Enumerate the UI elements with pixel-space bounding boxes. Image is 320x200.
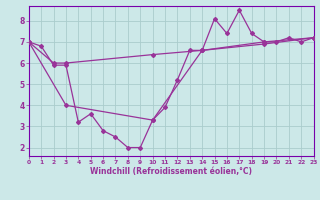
X-axis label: Windchill (Refroidissement éolien,°C): Windchill (Refroidissement éolien,°C) [90, 167, 252, 176]
